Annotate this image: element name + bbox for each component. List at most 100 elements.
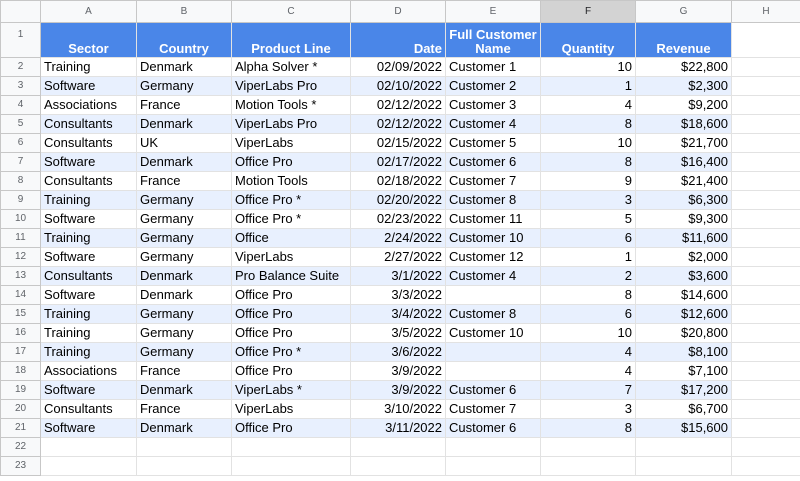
cell-customer-name[interactable]: Customer 10	[445, 323, 541, 343]
cell-quantity[interactable]: 6	[540, 304, 636, 324]
row-number[interactable]: 8	[0, 171, 41, 191]
cell-country[interactable]: Germany	[136, 190, 232, 210]
cell-empty-h[interactable]	[731, 190, 800, 210]
cell-country[interactable]: France	[136, 95, 232, 115]
row-number[interactable]: 9	[0, 190, 41, 210]
cell-revenue[interactable]: $12,600	[635, 304, 732, 324]
cell-sector[interactable]: Software	[40, 76, 137, 96]
row-number[interactable]: 21	[0, 418, 41, 438]
row-number[interactable]: 18	[0, 361, 41, 381]
cell-quantity[interactable]: 5	[540, 209, 636, 229]
cell-customer-name[interactable]: Customer 2	[445, 76, 541, 96]
cell-empty[interactable]	[350, 437, 446, 457]
row-number[interactable]: 12	[0, 247, 41, 267]
cell-date[interactable]: 02/12/2022	[350, 114, 446, 134]
cell-sector[interactable]: Consultants	[40, 133, 137, 153]
cell-empty-h[interactable]	[731, 285, 800, 305]
cell-date[interactable]: 02/15/2022	[350, 133, 446, 153]
cell-customer-name[interactable]: Customer 10	[445, 228, 541, 248]
cell-sector[interactable]: Training	[40, 190, 137, 210]
row-number[interactable]: 3	[0, 76, 41, 96]
cell-revenue[interactable]: $2,000	[635, 247, 732, 267]
cell-country[interactable]: France	[136, 361, 232, 381]
cell-date[interactable]: 02/09/2022	[350, 57, 446, 77]
cell-quantity[interactable]: 3	[540, 399, 636, 419]
cell-country[interactable]: Germany	[136, 76, 232, 96]
cell-date[interactable]: 02/10/2022	[350, 76, 446, 96]
cell-revenue[interactable]: $17,200	[635, 380, 732, 400]
row-number[interactable]: 20	[0, 399, 41, 419]
cell-quantity[interactable]: 3	[540, 190, 636, 210]
cell-country[interactable]: UK	[136, 133, 232, 153]
cell-empty-h[interactable]	[731, 361, 800, 381]
cell-country[interactable]: Denmark	[136, 114, 232, 134]
cell-quantity[interactable]: 8	[540, 418, 636, 438]
cell-customer-name[interactable]: Customer 6	[445, 418, 541, 438]
cell-quantity[interactable]: 7	[540, 380, 636, 400]
cell-quantity[interactable]: 10	[540, 57, 636, 77]
header-quantity[interactable]: Quantity	[540, 22, 636, 58]
cell-date[interactable]: 02/18/2022	[350, 171, 446, 191]
row-number[interactable]: 1	[0, 22, 41, 58]
cell-revenue[interactable]: $14,600	[635, 285, 732, 305]
cell-sector[interactable]: Software	[40, 247, 137, 267]
cell-date[interactable]: 3/9/2022	[350, 380, 446, 400]
column-header-h[interactable]: H	[731, 0, 800, 23]
cell-revenue[interactable]: $21,700	[635, 133, 732, 153]
cell-product-line[interactable]: Office Pro *	[231, 342, 351, 362]
cell-empty-h[interactable]	[731, 133, 800, 153]
cell-date[interactable]: 02/17/2022	[350, 152, 446, 172]
cell-empty-h[interactable]	[731, 247, 800, 267]
cell-empty-h[interactable]	[731, 323, 800, 343]
cell-product-line[interactable]: Office Pro *	[231, 190, 351, 210]
cell-empty-h[interactable]	[731, 380, 800, 400]
row-number[interactable]: 17	[0, 342, 41, 362]
cell-sector[interactable]: Consultants	[40, 266, 137, 286]
column-header-b[interactable]: B	[136, 0, 232, 23]
cell-country[interactable]: Denmark	[136, 380, 232, 400]
cell-country[interactable]: Germany	[136, 323, 232, 343]
cell-empty[interactable]	[350, 456, 446, 476]
cell-country[interactable]: Denmark	[136, 418, 232, 438]
cell-empty[interactable]	[136, 456, 232, 476]
cell-country[interactable]: Germany	[136, 304, 232, 324]
cell-sector[interactable]: Training	[40, 228, 137, 248]
row-number[interactable]: 19	[0, 380, 41, 400]
cell-product-line[interactable]: Office Pro	[231, 285, 351, 305]
cell-date[interactable]: 2/24/2022	[350, 228, 446, 248]
cell-customer-name[interactable]: Customer 8	[445, 304, 541, 324]
cell-quantity[interactable]: 2	[540, 266, 636, 286]
cell-product-line[interactable]: Office Pro	[231, 418, 351, 438]
cell-product-line[interactable]: ViperLabs Pro	[231, 114, 351, 134]
cell-revenue[interactable]: $22,800	[635, 57, 732, 77]
cell-product-line[interactable]: Office Pro	[231, 304, 351, 324]
cell-revenue[interactable]: $8,100	[635, 342, 732, 362]
cell-empty-h[interactable]	[731, 342, 800, 362]
row-number[interactable]: 14	[0, 285, 41, 305]
cell-product-line[interactable]: Office Pro	[231, 323, 351, 343]
cell-revenue[interactable]: $9,300	[635, 209, 732, 229]
header-country[interactable]: Country	[136, 22, 232, 58]
cell-product-line[interactable]: ViperLabs *	[231, 380, 351, 400]
cell-sector[interactable]: Training	[40, 323, 137, 343]
cell-customer-name[interactable]: Customer 3	[445, 95, 541, 115]
row-number[interactable]: 15	[0, 304, 41, 324]
cell-customer-name[interactable]: Customer 4	[445, 266, 541, 286]
row-number[interactable]: 16	[0, 323, 41, 343]
cell-date[interactable]: 3/11/2022	[350, 418, 446, 438]
cell-customer-name[interactable]	[445, 285, 541, 305]
cell-country[interactable]: Denmark	[136, 152, 232, 172]
cell-revenue[interactable]: $20,800	[635, 323, 732, 343]
cell-empty[interactable]	[635, 437, 732, 457]
cell-sector[interactable]: Training	[40, 57, 137, 77]
cell-empty-h[interactable]	[731, 209, 800, 229]
cell-date[interactable]: 02/23/2022	[350, 209, 446, 229]
cell-date[interactable]: 2/27/2022	[350, 247, 446, 267]
header-product-line[interactable]: Product Line	[231, 22, 351, 58]
cell-empty-h[interactable]	[731, 228, 800, 248]
cell-product-line[interactable]: Office Pro *	[231, 209, 351, 229]
column-header-g[interactable]: G	[635, 0, 732, 23]
cell-country[interactable]: Germany	[136, 342, 232, 362]
cell-sector[interactable]: Consultants	[40, 399, 137, 419]
cell-quantity[interactable]: 8	[540, 114, 636, 134]
